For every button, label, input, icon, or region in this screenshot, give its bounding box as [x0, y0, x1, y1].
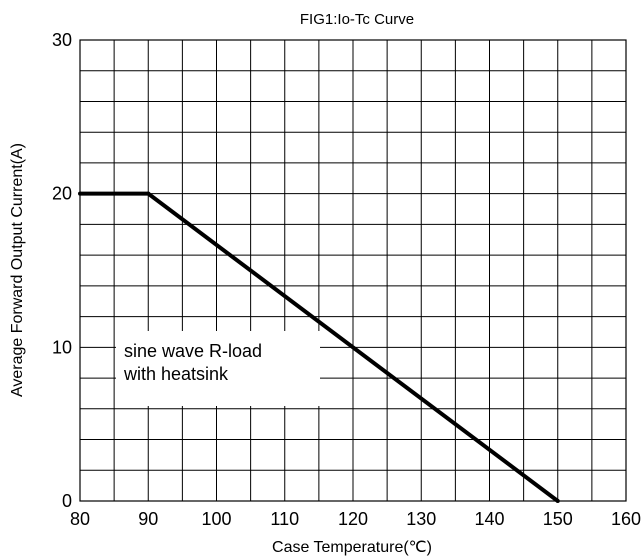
x-tick-label: 140 — [474, 509, 504, 529]
x-tick-label: 90 — [138, 509, 158, 529]
y-tick-label: 0 — [62, 491, 72, 511]
data-point — [78, 191, 82, 196]
y-tick-label: 10 — [52, 337, 72, 357]
x-tick-label: 110 — [270, 509, 299, 529]
y-tick-label: 20 — [52, 184, 72, 204]
y-tick-labels: 0 10 20 30 — [52, 30, 72, 511]
annotation-box — [116, 331, 320, 406]
plot-frame — [79, 39, 627, 502]
chart-title: FIG1:Io-Tc Curve — [300, 11, 414, 28]
x-tick-label: 80 — [70, 509, 90, 529]
series — [78, 191, 560, 503]
x-tick-label: 150 — [543, 509, 573, 529]
annotation-line-2: with heatsink — [123, 364, 229, 384]
x-tick-label: 130 — [406, 509, 436, 529]
annotation-line-1: sine wave R-load — [124, 341, 262, 361]
y-tick-label: 30 — [52, 30, 72, 50]
y-axis-label: Average Forward Output Current(A) — [9, 143, 26, 397]
data-point — [555, 499, 560, 503]
data-point — [146, 191, 151, 196]
x-tick-label: 120 — [338, 509, 368, 529]
x-tick-label: 100 — [201, 509, 231, 529]
x-tick-label: 160 — [611, 509, 641, 529]
x-axis-label: Case Temperature(℃) — [272, 539, 432, 556]
x-tick-labels: 80 90 100 110 120 130 140 150 160 — [70, 509, 641, 529]
grid — [80, 40, 626, 501]
